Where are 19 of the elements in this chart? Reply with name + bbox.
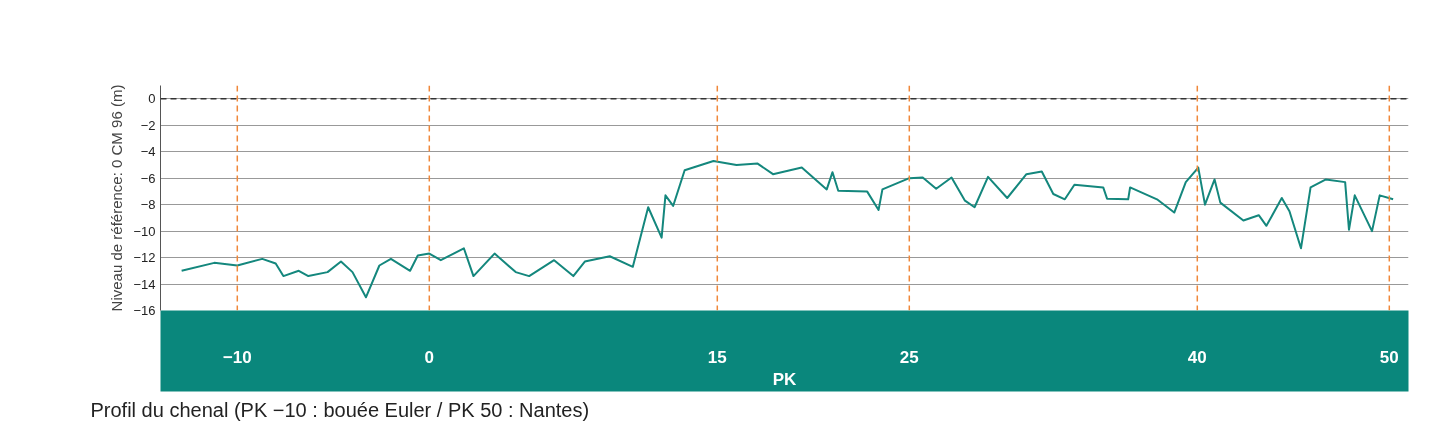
- y-tick-label: −14: [133, 276, 156, 292]
- y-tick-label: 0: [148, 91, 156, 107]
- x-axis-title: PK: [772, 369, 798, 389]
- x-tick-label: −10: [222, 347, 252, 367]
- y-tick-label: −6: [140, 170, 156, 186]
- y-tick-label: −12: [133, 250, 156, 266]
- y-axis-title: Niveau de référence: 0 CM 96 (m): [108, 84, 126, 312]
- x-tick-label: 0: [424, 347, 435, 367]
- x-tick-label: 15: [707, 347, 727, 367]
- y-tick-label: −8: [140, 197, 156, 213]
- x-tick-label: 40: [1187, 347, 1207, 367]
- y-tick-label: −16: [133, 303, 156, 318]
- y-tick-label: −4: [140, 144, 156, 160]
- text: Profil du chenal (PK −10 : bouée Euler / PK 50 : Nantes): [90, 398, 590, 421]
- line-series: [180, 159, 1395, 299]
- y-tick-label: −10: [133, 223, 156, 239]
- y-tick-label: −2: [140, 117, 156, 133]
- x-tick-label: 50: [1379, 347, 1399, 367]
- x-tick-label: 25: [899, 347, 919, 367]
